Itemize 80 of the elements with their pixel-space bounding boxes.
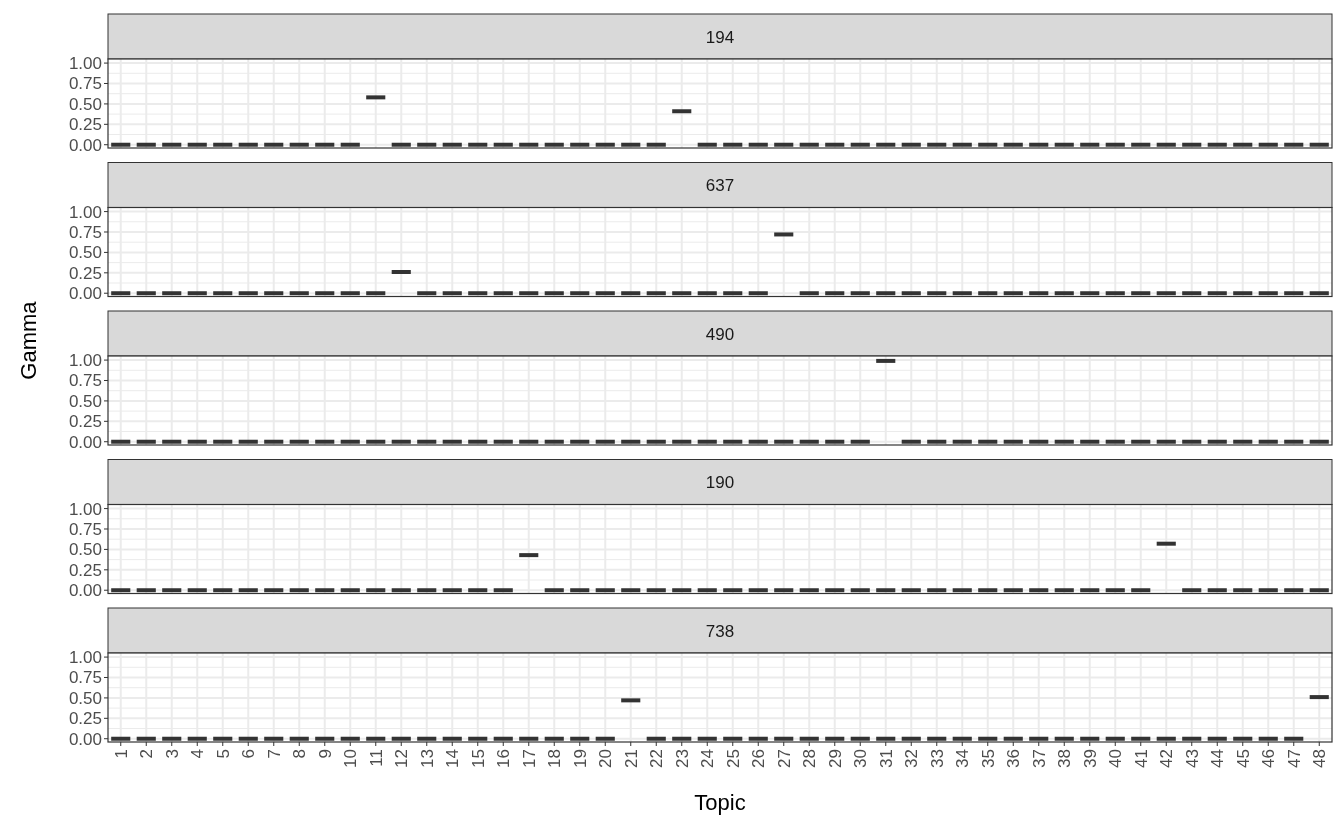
x-tick-label: 24 [698, 749, 718, 768]
x-tick-label: 12 [392, 749, 412, 768]
x-tick-label: 39 [1080, 749, 1100, 768]
x-tick-label: 25 [723, 749, 743, 768]
x-tick-label: 14 [443, 749, 463, 768]
x-tick-label: 8 [290, 749, 310, 759]
x-tick-label: 37 [1029, 749, 1049, 768]
y-tick-label: 1.00 [68, 54, 102, 74]
x-tick-label: 15 [468, 749, 488, 768]
x-tick-label: 22 [647, 749, 667, 768]
y-tick-label: 0.25 [68, 412, 102, 432]
x-tick-label: 44 [1208, 749, 1228, 768]
y-tick-label: 0.75 [68, 371, 102, 391]
x-tick-label: 29 [825, 749, 845, 768]
x-tick-label: 26 [749, 749, 769, 768]
x-tick-label: 28 [800, 749, 820, 768]
x-tick-label: 36 [1004, 749, 1024, 768]
y-tick-label: 1.00 [68, 351, 102, 371]
x-tick-label: 30 [851, 749, 871, 768]
x-axis-title: Topic [694, 790, 746, 815]
chart-title: 190 [705, 473, 735, 492]
y-tick-label: 0.50 [68, 688, 102, 708]
y-tick-label: 0.75 [68, 223, 102, 242]
x-tick-label: 33 [927, 749, 947, 768]
x-tick-label: 32 [902, 749, 922, 768]
x-tick-label: 42 [1157, 749, 1177, 768]
x-tick-label: 21 [621, 749, 641, 768]
x-tick-label: 34 [953, 749, 973, 768]
x-tick-label: 20 [596, 749, 616, 768]
y-tick-label: 0.25 [68, 560, 102, 580]
x-tick-label: 1 [111, 749, 131, 759]
x-tick-label: 3 [162, 749, 182, 759]
x-tick-label: 45 [1233, 749, 1253, 768]
x-tick-label: 43 [1182, 749, 1202, 768]
x-tick-label: 5 [213, 749, 233, 759]
x-tick-label: 4 [188, 749, 208, 759]
y-tick-label: 0.25 [68, 709, 102, 729]
chart-title: 490 [705, 324, 735, 344]
x-tick-label: 11 [366, 749, 386, 767]
y-tick-label: 1.00 [68, 499, 102, 519]
x-tick-label: 27 [774, 749, 794, 768]
y-tick-label: 0.75 [68, 668, 102, 688]
y-tick-label: 0.50 [68, 243, 102, 263]
y-tick-label: 0.50 [68, 391, 102, 411]
y-tick-label: 1.00 [68, 202, 102, 222]
x-tick-label: 40 [1106, 749, 1126, 768]
y-tick-label: 0.00 [68, 432, 102, 452]
x-tick-label: 18 [545, 749, 565, 768]
x-tick-label: 48 [1310, 749, 1330, 768]
x-tick-label: 19 [570, 749, 590, 768]
x-tick-label: 6 [239, 749, 259, 759]
x-tick-label: 41 [1131, 749, 1151, 768]
x-tick-label: 7 [264, 749, 284, 759]
chart-title: 738 [705, 621, 735, 641]
x-tick-label: 47 [1284, 749, 1304, 768]
x-tick-label: 2 [137, 749, 157, 759]
chart-title: 637 [705, 176, 735, 195]
x-tick-label: 16 [494, 749, 514, 768]
x-tick-label: 17 [519, 749, 539, 768]
y-tick-label: 1.00 [68, 648, 102, 668]
x-tick-label: 38 [1055, 749, 1075, 768]
chart-title: 194 [705, 27, 735, 47]
y-tick-label: 0.75 [68, 74, 102, 94]
y-tick-label: 0.00 [68, 729, 102, 749]
y-tick-label: 0.25 [68, 115, 102, 135]
y-tick-label: 0.75 [68, 520, 102, 539]
x-tick-label: 31 [876, 749, 896, 768]
y-tick-label: 0.50 [68, 94, 102, 114]
y-tick-label: 0.50 [68, 540, 102, 560]
y-tick-label: 0.00 [68, 581, 102, 601]
y-tick-label: 0.00 [68, 284, 102, 304]
x-tick-label: 35 [978, 749, 998, 768]
x-tick-label: 9 [315, 749, 335, 759]
y-tick-label: 0.25 [68, 263, 102, 283]
x-tick-label: 23 [672, 749, 692, 768]
x-tick-label: 46 [1259, 749, 1279, 768]
y-tick-label: 0.00 [68, 135, 102, 155]
x-tick-label: 13 [417, 749, 437, 768]
x-tick-label: 10 [341, 749, 361, 768]
y-axis-title: Gamma [16, 300, 41, 380]
